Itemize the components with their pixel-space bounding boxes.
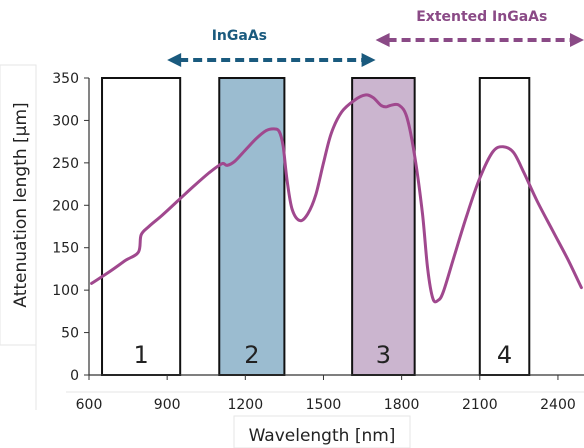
range-extented-ingaas-arrow-left bbox=[375, 33, 390, 47]
range-ingaas-arrow-left bbox=[167, 53, 182, 67]
ranges-layer: InGaAs Extented InGaAs bbox=[167, 9, 584, 67]
series-layer bbox=[90, 93, 583, 304]
range-extented-ingaas-label: Extented InGaAs bbox=[416, 9, 547, 25]
band-1-rect bbox=[101, 77, 182, 376]
range-ingaas-label: InGaAs bbox=[212, 28, 267, 44]
band-4-label: 4 bbox=[497, 341, 512, 369]
x-tick-label-600: 600 bbox=[76, 397, 103, 413]
band-2-rect bbox=[218, 77, 286, 376]
axes-layer bbox=[88, 78, 584, 376]
xlabel-box bbox=[233, 415, 411, 448]
band-2-label: 2 bbox=[244, 341, 259, 369]
x-tick-label-2400: 2400 bbox=[540, 397, 576, 413]
x-tick-label-900: 900 bbox=[154, 397, 181, 413]
x-tick-label-2100: 2100 bbox=[462, 397, 498, 413]
x-tick-label-1200: 1200 bbox=[227, 397, 263, 413]
ylabel-box bbox=[0, 64, 37, 346]
y-axis-label: Attenuation length [µm] bbox=[11, 102, 31, 307]
x-tick-label-1500: 1500 bbox=[306, 397, 342, 413]
x-axis-label: Wavelength [nm] bbox=[249, 426, 396, 446]
y-tick-label-250: 250 bbox=[52, 156, 79, 172]
bands-layer: 1 2 3 4 bbox=[101, 77, 531, 376]
series-line-0 bbox=[90, 93, 583, 304]
band-1-label: 1 bbox=[133, 341, 148, 369]
band-3-label: 3 bbox=[376, 341, 391, 369]
x-tick-label-1800: 1800 bbox=[384, 397, 420, 413]
band-4-rect bbox=[478, 77, 531, 376]
y-tick-label-0: 0 bbox=[70, 368, 79, 384]
y-tick-label-100: 100 bbox=[52, 283, 79, 299]
y-tick-label-150: 150 bbox=[52, 241, 79, 257]
range-extented-ingaas-arrow-right bbox=[570, 33, 584, 47]
y-tick-label-350: 350 bbox=[52, 71, 79, 87]
range-ingaas-arrow-right bbox=[361, 53, 376, 67]
y-tick-label-300: 300 bbox=[52, 113, 79, 129]
ticks-layer: 600 900 1200 1500 1800 2100 2400 0 50 100 150 200 25… bbox=[52, 71, 576, 413]
band-3-rect bbox=[351, 77, 416, 376]
y-tick-label-200: 200 bbox=[52, 198, 79, 214]
y-tick-label-50: 50 bbox=[61, 326, 79, 342]
